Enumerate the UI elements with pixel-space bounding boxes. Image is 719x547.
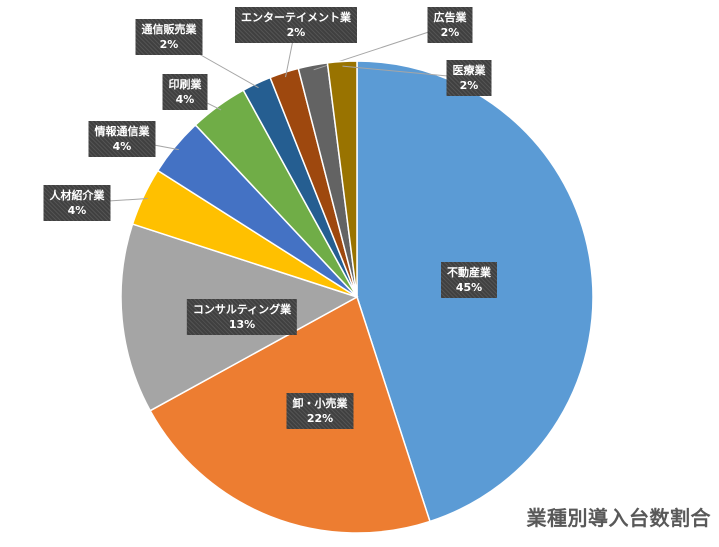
data-label-category: 通信販売業 xyxy=(141,23,197,36)
data-label-7: 通信販売業 2% xyxy=(135,19,203,55)
data-label-percent: 45% xyxy=(455,281,483,294)
data-label-category: 情報通信業 xyxy=(94,125,150,138)
data-label-category: 人材紹介業 xyxy=(49,189,105,202)
data-label-5: 情報通信業 4% xyxy=(88,121,156,157)
data-label-percent: 2% xyxy=(440,26,460,39)
data-label-4: 人材紹介業 4% xyxy=(43,185,111,221)
data-label-percent: 2% xyxy=(159,38,179,51)
data-label-category: 医療業 xyxy=(452,64,486,77)
data-label-category: 不動産業 xyxy=(447,266,491,279)
data-label-category: 印刷業 xyxy=(168,78,202,91)
data-label-percent: 13% xyxy=(228,318,256,331)
data-label-percent: 2% xyxy=(286,26,306,39)
pie-slice-10 xyxy=(326,60,358,298)
data-label-category: 広告業 xyxy=(433,11,467,24)
data-label-category: エンターテイメント業 xyxy=(241,11,351,24)
data-label-percent: 22% xyxy=(306,412,334,425)
data-label-1: 不動産業 45% xyxy=(441,262,497,298)
data-label-category: 卸・小売業 xyxy=(292,397,348,410)
data-label-percent: 4% xyxy=(67,204,87,217)
chart-title: 業種別導入台数割合 xyxy=(526,506,711,530)
data-label-category: コンサルティング業 xyxy=(192,303,292,316)
data-label-2: 卸・小売業 22% xyxy=(286,393,354,429)
data-label-3: コンサルティング業 13% xyxy=(186,299,298,335)
data-label-9: 広告業 2% xyxy=(427,7,473,43)
data-label-10: 医療業 2% xyxy=(446,60,492,96)
data-label-percent: 4% xyxy=(112,140,132,153)
data-label-8: エンターテイメント業 2% xyxy=(235,7,357,43)
data-label-percent: 4% xyxy=(175,93,195,106)
data-label-6: 印刷業 4% xyxy=(162,74,208,110)
data-label-percent: 2% xyxy=(459,79,479,92)
